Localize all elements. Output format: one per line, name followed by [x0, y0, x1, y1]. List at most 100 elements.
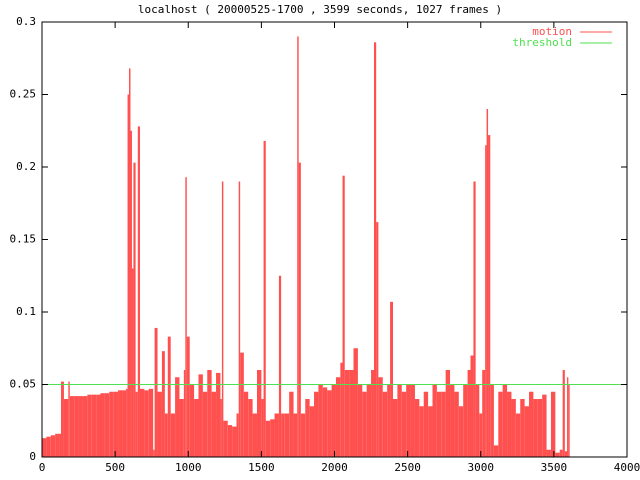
impulse: [353, 348, 358, 457]
impulse: [137, 126, 140, 458]
impulse: [498, 391, 503, 457]
impulse: [281, 413, 285, 457]
impulse: [293, 413, 298, 457]
impulse: [564, 451, 568, 457]
impulse: [567, 377, 569, 457]
legend-label: threshold: [512, 36, 572, 49]
x-tick-label: 2000: [321, 461, 348, 474]
impulse: [305, 399, 310, 457]
impulse: [373, 42, 377, 458]
impulse: [248, 399, 253, 457]
impulse: [327, 390, 332, 457]
impulse: [207, 370, 212, 457]
impulse: [463, 384, 468, 457]
x-tick-label: 2500: [394, 461, 421, 474]
impulse: [274, 413, 279, 457]
impulse: [252, 413, 257, 457]
impulse: [410, 384, 415, 457]
impulse: [490, 384, 494, 457]
impulse: [69, 396, 75, 457]
impulse: [562, 370, 565, 457]
impulse: [50, 435, 56, 457]
impulse: [113, 391, 119, 457]
impulse: [220, 399, 222, 457]
impulse: [524, 406, 530, 457]
impulse: [216, 372, 221, 457]
impulse: [189, 384, 195, 457]
impulse: [261, 399, 264, 457]
x-tick-label: 500: [105, 461, 125, 474]
y-tick-label: 0: [29, 450, 36, 463]
impulse: [393, 399, 398, 457]
y-tick-label: 0.05: [10, 378, 37, 391]
impulse: [467, 370, 471, 457]
y-tick-label: 0.25: [10, 88, 37, 101]
impulse: [154, 327, 158, 457]
impulse: [126, 388, 128, 457]
impulse: [236, 413, 239, 457]
impulse: [419, 406, 424, 457]
impulse: [109, 391, 114, 457]
impulse: [454, 391, 459, 457]
impulse: [78, 396, 83, 457]
impulse: [314, 391, 319, 457]
y-tick-label: 0.2: [16, 160, 36, 173]
impulse: [488, 135, 491, 457]
impulse: [186, 336, 190, 457]
impulse: [127, 94, 130, 457]
impulse: [135, 391, 138, 457]
impulse: [227, 425, 233, 457]
impulse: [507, 391, 512, 457]
impulse: [537, 399, 543, 457]
impulse: [185, 177, 187, 457]
impulse: [238, 181, 241, 457]
impulse: [170, 413, 176, 457]
impulse: [133, 162, 136, 457]
impulse: [179, 399, 184, 457]
impulse: [161, 351, 165, 457]
impulse: [378, 377, 383, 457]
impulse: [366, 384, 372, 457]
impulse: [376, 222, 379, 457]
impulse: [475, 384, 480, 457]
impulse: [568, 384, 570, 457]
impulse: [555, 452, 560, 457]
impulse: [129, 68, 131, 458]
impulse: [131, 268, 134, 457]
impulse: [175, 377, 180, 457]
impulse: [479, 413, 483, 457]
impulse: [382, 391, 388, 457]
impulse: [550, 391, 556, 457]
impulse: [450, 384, 455, 457]
impulse: [318, 384, 323, 457]
impulse: [533, 399, 538, 457]
impulse: [428, 406, 433, 457]
impulse: [91, 394, 97, 457]
impulse: [542, 394, 547, 457]
impulse: [263, 140, 266, 457]
impulse: [441, 391, 446, 457]
impulse: [470, 355, 474, 457]
impulse: [223, 420, 228, 457]
impulse: [458, 406, 464, 457]
impulse: [82, 396, 88, 457]
impulse: [414, 399, 420, 457]
impulse: [104, 393, 110, 457]
impulse: [194, 399, 199, 457]
impulse: [371, 370, 374, 457]
impulse: [198, 374, 203, 457]
impulse: [221, 181, 224, 457]
x-tick-label: 4000: [614, 461, 640, 474]
impulse: [232, 426, 237, 457]
impulse: [485, 145, 487, 457]
impulse: [278, 275, 282, 457]
impulse: [265, 420, 271, 457]
x-tick-label: 3500: [541, 461, 568, 474]
impulse: [157, 391, 162, 457]
impulse: [390, 301, 393, 457]
y-tick-label: 0.3: [16, 15, 36, 28]
impulse: [256, 370, 262, 457]
impulse: [61, 381, 64, 457]
impulse: [342, 175, 345, 457]
impulse: [397, 384, 402, 457]
